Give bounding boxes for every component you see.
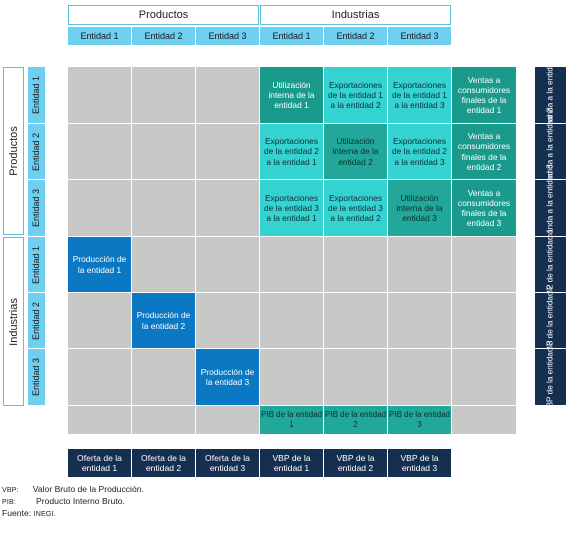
footnote-pib-text: Producto Interno Bruto. xyxy=(36,496,125,506)
grid-line xyxy=(323,67,324,434)
right-cell-demanda-3: Demanda a la entidad 3 xyxy=(535,165,566,251)
top-group-industrias: Industrias xyxy=(260,5,451,25)
cell-exportaciones-1-a-2: Exportaciones de la entidad 1 a la entid… xyxy=(324,67,387,123)
side-group-productos-label: Productos xyxy=(7,126,20,176)
cell-utilizacion-interna-3: Utilización interna de la entidad 3 xyxy=(388,180,451,236)
cell-exportaciones-2-a-3: Exportaciones de la entidad 2 a la entid… xyxy=(388,124,451,179)
col-header-industrias-entidad-1: Entidad 1 xyxy=(260,27,323,45)
grid-line xyxy=(131,67,132,434)
row-header-industrias-entidad-3: Entidad 3 xyxy=(28,349,45,405)
grid-line xyxy=(68,123,516,124)
grid-line xyxy=(195,67,196,434)
col-header-productos-entidad-3: Entidad 3 xyxy=(196,27,259,45)
cell-exportaciones-3-a-1: Exportaciones de la entidad 3 a la entid… xyxy=(260,180,323,236)
right-cell-vbp-2: VBP de la entidad 2 xyxy=(535,284,566,357)
col-header-industrias-entidad-3: Entidad 3 xyxy=(388,27,451,45)
cell-pib-1: PIB de la entidad 1 xyxy=(260,406,323,434)
cell-produccion-1: Producción de la entidad 1 xyxy=(68,237,131,292)
cell-produccion-2: Producción de la entidad 2 xyxy=(132,293,195,348)
row-header-label: Entidad 1 xyxy=(31,245,42,284)
grid-line xyxy=(387,67,388,434)
row-header-productos-entidad-3: Entidad 3 xyxy=(28,180,45,236)
footnote-fuente: Fuente: INEGI. xyxy=(2,508,56,518)
cell-utilizacion-interna-1: Utilización interna de la entidad 1 xyxy=(260,67,323,123)
bottom-cell-oferta-3: Oferta de la entidad 3 xyxy=(196,449,259,477)
bottom-cell-oferta-1: Oferta de la entidad 1 xyxy=(68,449,131,477)
row-header-industrias-entidad-1: Entidad 1 xyxy=(28,237,45,292)
footnote-pib-abbr: PIB: xyxy=(2,499,17,506)
footnote-pib: PIB: Producto Interno Bruto. xyxy=(2,496,125,506)
row-header-label: Entidad 3 xyxy=(31,188,42,228)
cell-exportaciones-2-a-1: Exportaciones de la entidad 2 a la entid… xyxy=(260,124,323,179)
top-group-productos: Productos xyxy=(68,5,259,25)
col-header-productos-entidad-2: Entidad 2 xyxy=(132,27,195,45)
footnote-vbp-text: Valor Bruto de la Producción. xyxy=(32,484,144,494)
col-header-industrias-entidad-2: Entidad 2 xyxy=(324,27,387,45)
footnote-vbp: VBP: Valor Bruto de la Producción. xyxy=(2,484,144,494)
bottom-cell-vbp-3: VBP de la entidad 3 xyxy=(388,449,451,477)
grid-line xyxy=(68,405,516,406)
footnote-vbp-abbr: VBP: xyxy=(2,487,19,494)
row-header-label: Entidad 3 xyxy=(31,357,42,397)
side-group-productos: Productos xyxy=(3,67,24,235)
cell-ventas-consumidores-2: Ventas a consumidores finales de la enti… xyxy=(452,124,516,179)
footnote-fuente-text: INEGI. xyxy=(33,511,56,518)
row-header-productos-entidad-2: Entidad 2 xyxy=(28,124,45,179)
right-cell-vbp-3: VBP de la entidad 3 xyxy=(535,341,566,413)
grid-line xyxy=(451,67,452,434)
cell-pib-3: PIB de la entidad 3 xyxy=(388,406,451,434)
cell-exportaciones-1-a-3: Exportaciones de la entidad 1 a la entid… xyxy=(388,67,451,123)
right-cell-label: VBP de la entidad 3 xyxy=(545,340,555,414)
side-group-industrias: Industrias xyxy=(3,237,24,406)
side-group-industrias-label: Industrias xyxy=(7,297,20,346)
right-cell-demanda-1: Demanda a la entidad 1 xyxy=(535,52,566,138)
footnote-fuente-abbr: Fuente: xyxy=(2,508,32,518)
bottom-cell-vbp-1: VBP de la entidad 1 xyxy=(260,449,323,477)
bottom-cell-oferta-2: Oferta de la entidad 2 xyxy=(132,449,195,477)
cell-ventas-consumidores-1: Ventas a consumidores finales de la enti… xyxy=(452,67,516,123)
right-cell-vbp-1: VBP de la entidad 1 xyxy=(535,228,566,301)
cell-utilizacion-interna-2: Utilización interna de la entidad 2 xyxy=(324,124,387,179)
row-header-label: Entidad 2 xyxy=(31,132,42,171)
row-header-label: Entidad 1 xyxy=(31,75,42,115)
grid-line xyxy=(68,348,516,349)
col-header-productos-entidad-1: Entidad 1 xyxy=(68,27,131,45)
grid-line xyxy=(259,67,260,434)
cell-produccion-3: Producción de la entidad 3 xyxy=(196,349,259,405)
row-header-label: Entidad 2 xyxy=(31,301,42,340)
cell-exportaciones-3-a-2: Exportaciones de la entidad 3 a la entid… xyxy=(324,180,387,236)
row-header-industrias-entidad-2: Entidad 2 xyxy=(28,293,45,348)
cell-ventas-consumidores-3: Ventas a consumidores finales de la enti… xyxy=(452,180,516,236)
right-cell-demanda-2: Demanda a la entidad 2 xyxy=(535,108,566,195)
cell-pib-2: PIB de la entidad 2 xyxy=(324,406,387,434)
row-header-productos-entidad-1: Entidad 1 xyxy=(28,67,45,123)
bottom-cell-vbp-2: VBP de la entidad 2 xyxy=(324,449,387,477)
grid-line xyxy=(68,292,516,293)
grid-line xyxy=(68,236,516,237)
grid-line xyxy=(68,179,516,180)
